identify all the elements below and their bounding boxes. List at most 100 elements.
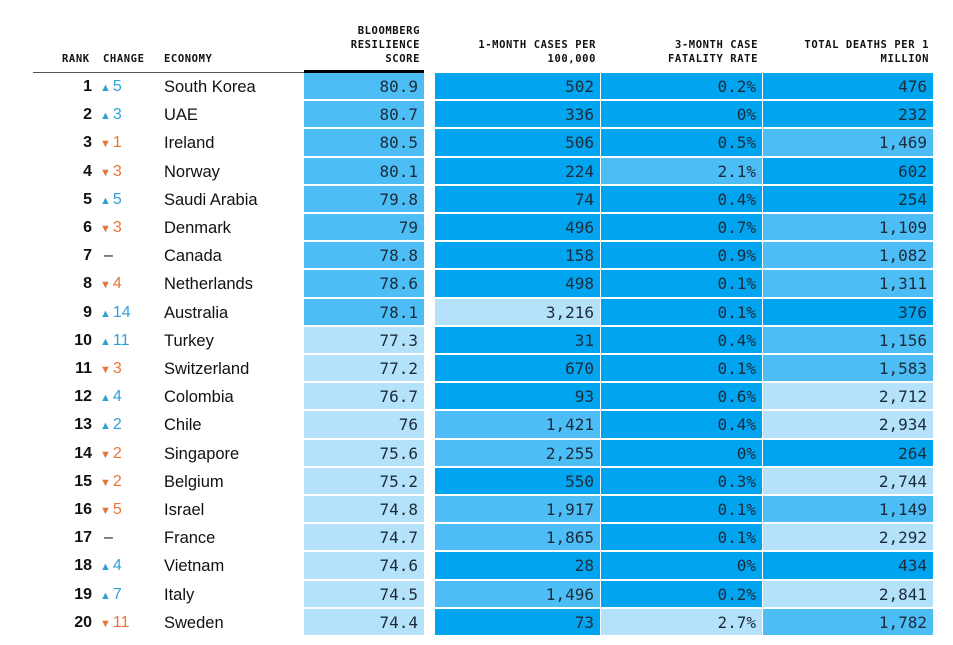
economy-cell: Vietnam [164,557,225,576]
cfr-cell: 0.5% [601,129,762,157]
header-deaths-line: TOTAL DEATHS PER 1 [804,39,929,51]
rank-cell: 9 [83,303,92,321]
header-cfr: 3-MONTH CASE FATALITY RATE [601,38,758,66]
change-value: 5 [112,190,122,208]
rank-cell: 15 [74,472,92,490]
change-cell: ▲ 2 [100,416,122,434]
header-cases-line: 100,000 [547,53,596,65]
cfr-cell: 0.6% [601,383,762,411]
score-cell: 74.8 [304,496,424,524]
header-cases-line: 1-MONTH CASES PER [478,39,596,51]
change-cell: ▼ 2 [100,445,122,463]
deaths-cell: 476 [763,73,933,101]
up-arrow-icon: ▲ [100,420,111,433]
change-value: 4 [112,557,122,575]
up-arrow-icon: ▲ [100,589,111,602]
table-row: 9 ▲ 14 Australia 78.1 3,216 0.1% 376 [0,298,953,327]
table-row: 4 ▼ 3 Norway 80.1 224 2.1% 602 [0,157,953,186]
score-cell: 77.3 [304,326,424,354]
change-cell: ▲ 7 [100,586,122,604]
table-row: 8 ▼ 4 Netherlands 78.6 498 0.1% 1,311 [0,270,953,298]
change-cell: ▼ 3 [100,163,122,181]
score-cell: 77.2 [304,355,424,383]
rank-cell: 3 [83,134,92,152]
cases-cell: 3,216 [435,298,600,326]
change-cell: ▼ 3 [100,360,122,378]
cases-cell: 502 [435,73,600,101]
change-value: 7 [112,585,122,603]
rank-cell: 6 [83,219,92,236]
change-cell: ▲ 5 [100,191,122,209]
header-economy: ECONOMY [164,53,213,65]
cases-cell: 31 [435,326,600,354]
change-value: 5 [112,78,122,95]
cases-cell: 1,917 [435,496,600,524]
score-cell: 79.8 [304,185,424,213]
header-score: BLOOMBERG RESILIENCE SCORE [304,24,420,66]
down-arrow-icon: ▼ [100,138,111,151]
deaths-cell: 1,082 [763,242,933,270]
deaths-cell: 2,744 [763,467,933,495]
cases-cell: 224 [435,157,600,185]
score-cell: 74.4 [304,608,424,636]
table-row: 16 ▼ 5 Israel 74.8 1,917 0.1% 1,149 [0,496,953,524]
rank-cell: 14 [74,444,92,462]
cfr-cell: 0.2% [601,580,762,608]
table-row: 19 ▲ 7 Italy 74.5 1,496 0.2% 2,841 [0,580,953,609]
change-cell: ▼ 11 [100,614,130,632]
change-value: 1 [112,134,122,152]
change-cell: ▼ 4 [100,275,122,293]
change-value: 14 [112,303,131,321]
economy-cell: Canada [164,247,222,266]
down-arrow-icon: ▼ [100,166,111,179]
deaths-cell: 1,156 [763,326,933,354]
table-row: 5 ▲ 5 Saudi Arabia 79.8 74 0.4% 254 [0,185,953,214]
table-row: 1 ▲ 5 South Korea 80.9 502 0.2% 476 [0,73,953,101]
up-arrow-icon: ▲ [100,307,111,320]
up-arrow-icon: ▲ [100,194,111,207]
score-cell: 78.6 [304,270,424,298]
cfr-cell: 0.4% [601,411,762,439]
economy-cell: Denmark [164,219,231,237]
score-cell: 78.1 [304,298,424,326]
rank-cell: 13 [74,416,92,434]
score-cell: 80.1 [304,157,424,185]
deaths-cell: 264 [763,439,933,467]
economy-cell: Sweden [164,613,224,632]
table-row: 2 ▲ 3 UAE 80.7 336 0% 232 [0,101,953,129]
change-value: 3 [112,219,122,236]
deaths-cell: 2,712 [763,383,933,411]
score-cell: 75.6 [304,439,424,467]
rank-cell: 5 [83,190,92,208]
up-arrow-icon: ▲ [100,392,111,405]
header-score-line: SCORE [385,53,420,65]
cases-cell: 93 [435,383,600,411]
rank-cell: 4 [83,162,92,180]
cfr-cell: 0% [601,101,762,129]
header-divider [33,72,304,73]
cfr-cell: 0.1% [601,524,762,552]
header-score-line: BLOOMBERG [357,25,420,37]
header-cfr-line: FATALITY RATE [668,53,758,65]
change-cell: – [104,247,113,265]
table-row: 7– Canada 78.8 158 0.9% 1,082 [0,242,953,270]
deaths-cell: 1,149 [763,496,933,524]
rank-cell: 10 [74,331,92,349]
change-cell: – [104,529,113,547]
change-cell: ▼ 5 [100,501,122,519]
economy-cell: France [164,529,216,548]
cfr-cell: 0.4% [601,326,762,354]
deaths-cell: 602 [763,157,933,185]
score-cell: 74.5 [304,580,424,608]
cfr-cell: 0.3% [601,467,762,495]
score-cell: 80.7 [304,101,424,129]
change-value: 3 [112,162,122,180]
change-cell: ▼ 2 [100,473,122,491]
header-score-line: RESILIENCE [350,39,420,51]
table-row: 13 ▲ 2 Chile 76 1,421 0.4% 2,934 [0,411,953,439]
up-arrow-icon: ▲ [100,110,111,123]
table-row: 20 ▼ 11 Sweden 74.4 73 2.7% 1,782 [0,608,953,637]
cfr-cell: 0.1% [601,298,762,326]
change-cell: ▲ 11 [100,332,130,350]
down-arrow-icon: ▼ [100,279,111,292]
